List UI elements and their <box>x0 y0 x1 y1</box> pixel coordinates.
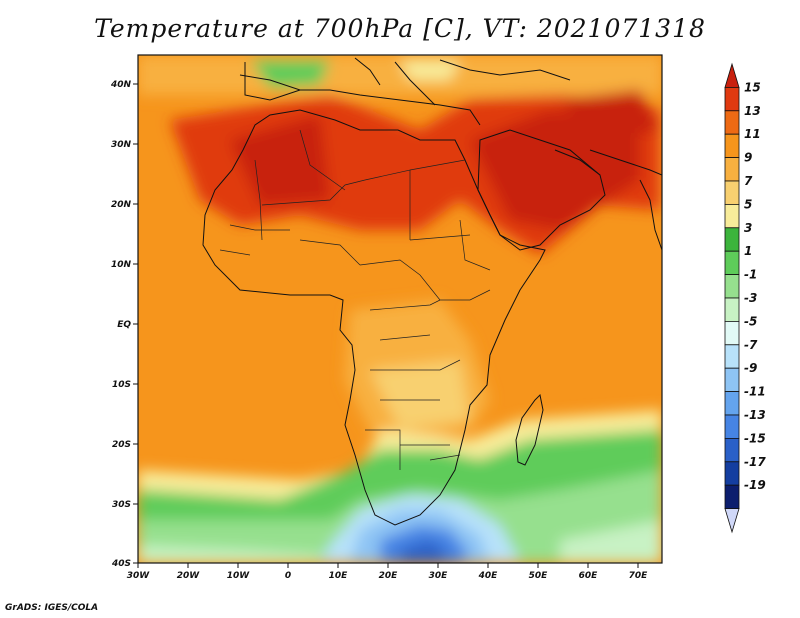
colorbar-swatch <box>724 297 740 322</box>
lon-label: 70E <box>629 571 649 581</box>
latitude-labels: 40N 30N 20N 10N EQ 10S 20S 30S 40S <box>110 80 132 569</box>
lon-label: 10E <box>329 571 349 581</box>
colorbar-swatch <box>724 461 740 486</box>
lon-label: 40E <box>478 571 499 581</box>
lon-label: 30E <box>429 571 449 581</box>
colorbar: 15 13 11 9 7 5 3 1 -1 -3 -5 -7 -9 -11 -13 -15 -17 -19 <box>724 62 766 534</box>
colorbar-label: -19 <box>744 478 766 492</box>
lat-label: 20S <box>112 440 131 450</box>
lat-label: 10S <box>112 380 131 390</box>
colorbar-label: -7 <box>744 338 758 352</box>
credit-text: GrADS: IGES/COLA <box>5 603 99 613</box>
colorbar-swatch <box>724 203 740 229</box>
colorbar-swatch <box>724 274 740 299</box>
lon-label: 10W <box>227 571 251 581</box>
lon-label: 60E <box>579 571 599 581</box>
colorbar-swatch <box>724 508 740 534</box>
lat-label: 30N <box>111 140 132 150</box>
lat-label: 10N <box>111 260 132 270</box>
longitude-labels: 30W 20W 10W 0 10E 20E 30E 40E 50E 60E 70… <box>127 571 648 581</box>
colorbar-label: 5 <box>744 197 752 211</box>
colorbar-swatch <box>724 391 740 416</box>
colorbar-label: 7 <box>744 174 753 188</box>
colorbar-swatch <box>724 320 740 346</box>
map-frame <box>137 54 663 564</box>
colorbar-label: -17 <box>744 455 766 469</box>
colorbar-label: 3 <box>744 221 752 235</box>
colorbar-swatch <box>724 437 740 463</box>
colorbar-label: 15 <box>744 80 761 94</box>
temperature-field <box>138 55 662 563</box>
colorbar-swatch <box>724 62 740 88</box>
lon-label: 30W <box>127 571 151 581</box>
colorbar-label: -9 <box>744 361 757 375</box>
colorbar-label: 1 <box>744 244 752 258</box>
colorbar-swatch <box>724 87 740 112</box>
axis-ticks <box>133 83 639 568</box>
colorbar-label: 11 <box>744 127 761 141</box>
colorbar-label: -3 <box>744 291 757 305</box>
colorbar-swatch <box>724 414 740 439</box>
country-borders <box>219 129 491 470</box>
colorbar-label: -5 <box>744 314 757 328</box>
lat-label: 40S <box>111 559 131 569</box>
colorbar-swatch <box>724 157 740 182</box>
colorbar-swatch <box>724 250 740 275</box>
colorbar-swatch <box>724 344 740 369</box>
colorbar-label: 9 <box>744 151 752 165</box>
lon-label: 20E <box>379 571 399 581</box>
colorbar-label: -11 <box>744 385 766 399</box>
coastlines <box>202 57 662 526</box>
colorbar-swatch <box>724 110 740 135</box>
colorbar-swatch <box>724 180 740 205</box>
colorbar-label: -1 <box>744 268 757 282</box>
colorbar-label: -15 <box>744 431 766 445</box>
lon-label: 0 <box>285 571 291 581</box>
lon-label: 50E <box>529 571 549 581</box>
colorbar-swatch <box>724 367 740 393</box>
colorbar-swatch <box>724 133 740 158</box>
colorbar-label: -13 <box>744 408 766 422</box>
colorbar-swatch <box>724 484 740 510</box>
lat-label: 40N <box>110 80 132 90</box>
chart-title: Temperature at 700hPa [C], VT: 202107131… <box>94 14 706 43</box>
lat-label: 30S <box>112 500 131 510</box>
lat-label: 20N <box>111 200 132 210</box>
colorbar-label: 13 <box>744 104 761 118</box>
colorbar-swatch <box>724 227 740 252</box>
lon-label: 20W <box>177 571 201 581</box>
lat-label: EQ <box>117 320 131 330</box>
